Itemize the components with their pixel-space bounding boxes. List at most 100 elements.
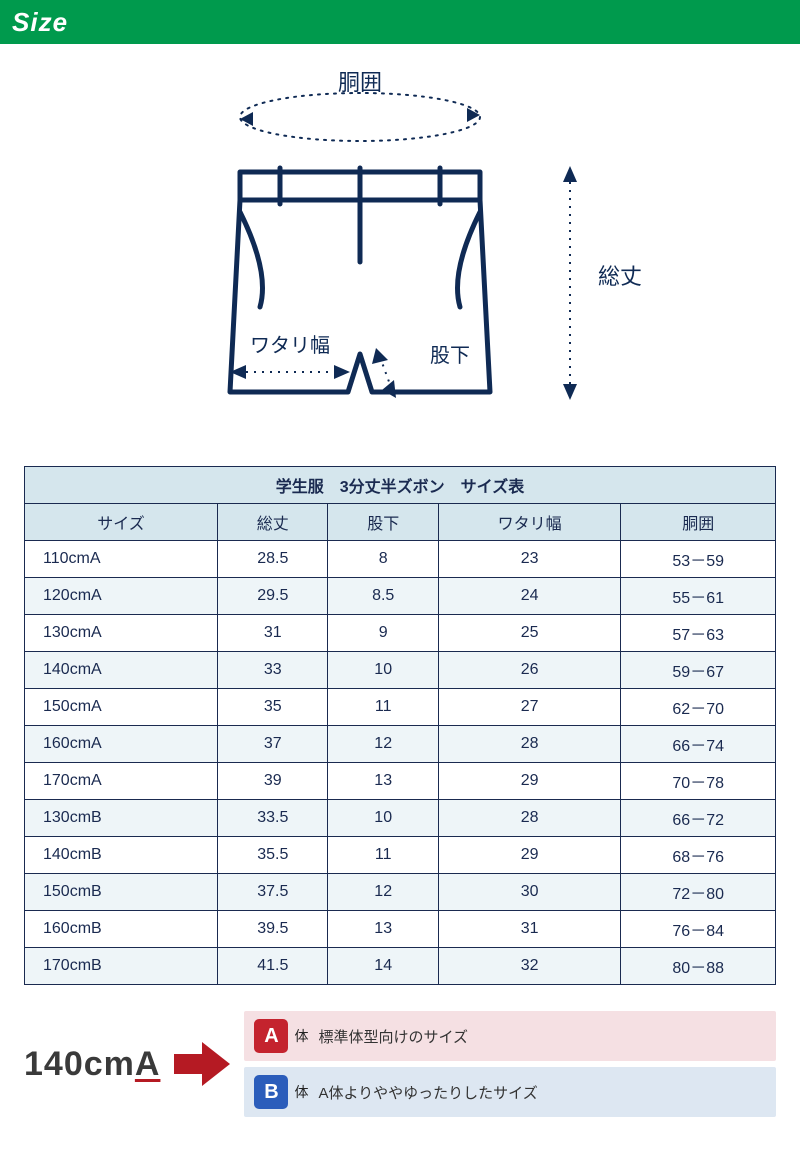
section-title: Size: [12, 7, 68, 38]
measurement-diagram: 胴囲 総丈 ワタリ幅 股下: [0, 44, 800, 466]
table-cell: 33: [218, 652, 328, 689]
table-cell: 28: [438, 726, 621, 763]
table-cell: 29.5: [218, 578, 328, 615]
label-thigh-width: ワタリ幅: [250, 334, 330, 357]
table-cell: 68－76: [621, 837, 776, 874]
table-cell: 35.5: [218, 837, 328, 874]
table-row: 130cmA3192557－63: [25, 615, 776, 652]
size-table-container: 学生服 3分丈半ズボン サイズ表 サイズ 総丈 股下 ワタリ幅 胴囲 110cm…: [0, 466, 800, 985]
legend-row-b: B 体 A体よりややゆったりしたサイズ: [244, 1067, 776, 1117]
table-cell: 28: [438, 800, 621, 837]
table-cell: 110cmA: [25, 541, 218, 578]
table-cell: 10: [328, 652, 438, 689]
table-cell: 160cmB: [25, 911, 218, 948]
table-cell: 41.5: [218, 948, 328, 985]
table-cell: 170cmA: [25, 763, 218, 800]
section-header: Size: [0, 0, 800, 44]
example-prefix: 140cm: [24, 1045, 135, 1083]
table-cell: 10: [328, 800, 438, 837]
table-cell: 53－59: [621, 541, 776, 578]
table-cell: 33.5: [218, 800, 328, 837]
label-waist: 胴囲: [338, 70, 382, 95]
table-row: 170cmB41.5143280－88: [25, 948, 776, 985]
table-cell: 9: [328, 615, 438, 652]
legend: 140cmA A 体 標準体型向けのサイズ B 体 A体よりややゆったりしたサイ…: [0, 985, 800, 1157]
table-cell: 23: [438, 541, 621, 578]
table-cell: 13: [328, 763, 438, 800]
table-header-row: サイズ 総丈 股下 ワタリ幅 胴囲: [25, 504, 776, 541]
a-badge: A: [254, 1019, 288, 1053]
table-cell: 150cmB: [25, 874, 218, 911]
example-suffix: A: [135, 1045, 161, 1083]
table-cell: 39.5: [218, 911, 328, 948]
table-cell: 37: [218, 726, 328, 763]
size-table: 学生服 3分丈半ズボン サイズ表 サイズ 総丈 股下 ワタリ幅 胴囲 110cm…: [24, 466, 776, 985]
table-row: 160cmA37122866－74: [25, 726, 776, 763]
table-cell: 8: [328, 541, 438, 578]
table-cell: 39: [218, 763, 328, 800]
b-text: A体よりややゆったりしたサイズ: [318, 1082, 537, 1103]
table-title-row: 学生服 3分丈半ズボン サイズ表: [25, 467, 776, 504]
table-cell: 27: [438, 689, 621, 726]
table-cell: 66－74: [621, 726, 776, 763]
table-row: 140cmA33102659－67: [25, 652, 776, 689]
table-row: 140cmB35.5112968－76: [25, 837, 776, 874]
table-cell: 140cmA: [25, 652, 218, 689]
table-cell: 170cmB: [25, 948, 218, 985]
table-cell: 80－88: [621, 948, 776, 985]
legend-boxes: A 体 標準体型向けのサイズ B 体 A体よりややゆったりしたサイズ: [244, 1011, 776, 1117]
table-cell: 25: [438, 615, 621, 652]
table-cell: 12: [328, 726, 438, 763]
a-suffix: 体: [294, 1026, 308, 1046]
table-row: 150cmB37.5123072－80: [25, 874, 776, 911]
label-total-length: 総丈: [598, 264, 642, 289]
table-row: 150cmA35112762－70: [25, 689, 776, 726]
table-row: 130cmB33.5102866－72: [25, 800, 776, 837]
table-cell: 24: [438, 578, 621, 615]
col-waist: 胴囲: [621, 504, 776, 541]
table-row: 120cmA29.58.52455－61: [25, 578, 776, 615]
table-cell: 30: [438, 874, 621, 911]
table-cell: 66－72: [621, 800, 776, 837]
label-inseam: 股下: [430, 345, 470, 367]
col-size: サイズ: [25, 504, 218, 541]
table-cell: 31: [218, 615, 328, 652]
a-text: 標準体型向けのサイズ: [318, 1026, 468, 1047]
table-cell: 130cmA: [25, 615, 218, 652]
table-cell: 160cmA: [25, 726, 218, 763]
table-cell: 29: [438, 837, 621, 874]
table-cell: 35: [218, 689, 328, 726]
table-cell: 14: [328, 948, 438, 985]
table-cell: 31: [438, 911, 621, 948]
table-cell: 11: [328, 837, 438, 874]
col-thigh: ワタリ幅: [438, 504, 621, 541]
table-cell: 37.5: [218, 874, 328, 911]
table-cell: 26: [438, 652, 621, 689]
table-cell: 57－63: [621, 615, 776, 652]
table-cell: 76－84: [621, 911, 776, 948]
table-cell: 12: [328, 874, 438, 911]
shorts-diagram-svg: 胴囲 総丈 ワタリ幅 股下: [130, 62, 670, 442]
table-cell: 130cmB: [25, 800, 218, 837]
table-row: 110cmA28.582353－59: [25, 541, 776, 578]
table-cell: 13: [328, 911, 438, 948]
table-cell: 59－67: [621, 652, 776, 689]
table-cell: 29: [438, 763, 621, 800]
table-cell: 28.5: [218, 541, 328, 578]
b-suffix: 体: [294, 1082, 308, 1102]
example-size-label: 140cmA: [24, 1045, 160, 1084]
table-cell: 55－61: [621, 578, 776, 615]
table-cell: 62－70: [621, 689, 776, 726]
table-title: 学生服 3分丈半ズボン サイズ表: [25, 467, 776, 504]
table-cell: 32: [438, 948, 621, 985]
b-badge: B: [254, 1075, 288, 1109]
table-cell: 150cmA: [25, 689, 218, 726]
table-row: 160cmB39.5133176－84: [25, 911, 776, 948]
table-cell: 11: [328, 689, 438, 726]
table-cell: 70－78: [621, 763, 776, 800]
table-cell: 140cmB: [25, 837, 218, 874]
col-inseam: 股下: [328, 504, 438, 541]
col-total: 総丈: [218, 504, 328, 541]
table-cell: 8.5: [328, 578, 438, 615]
table-cell: 120cmA: [25, 578, 218, 615]
